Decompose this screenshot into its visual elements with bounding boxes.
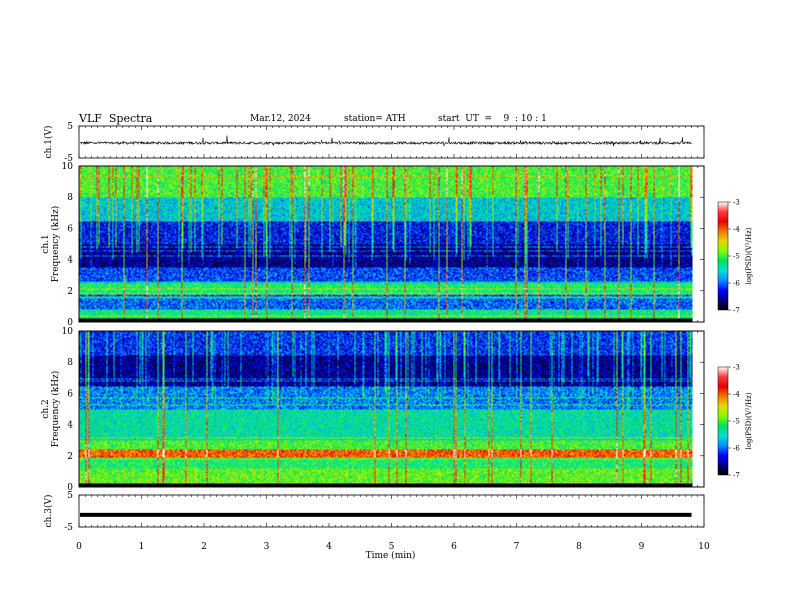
colorbar-2: -3 -4 -5 -6 -7 log(PSD)(V²/Hz)	[717, 364, 753, 480]
x-tick-label: 8	[576, 542, 582, 552]
colorbar-tick-label: -5	[733, 253, 740, 261]
colorbar-tick-label: -4	[733, 391, 740, 399]
panel-ch1-waveform: 5 -5 ch.1(V)	[43, 122, 705, 164]
y-tick-label: 2	[67, 287, 73, 297]
y-tick-label: 5	[67, 122, 73, 132]
y-tick-label: 2	[67, 452, 73, 462]
y-tick-label: 0	[67, 318, 73, 328]
y-tick-label: 10	[62, 327, 74, 337]
colorbar-tick-label: -7	[733, 472, 740, 480]
y-axis-label: ch.3(V)	[43, 495, 54, 528]
x-tick-label: 5	[389, 542, 395, 552]
y-tick-label: 8	[67, 193, 73, 203]
panel-ch3-waveform: 5 -5 ch.3(V)	[43, 491, 705, 533]
chart-title: VLF Spectra	[79, 112, 153, 125]
x-tick-label: 2	[201, 542, 207, 552]
y-axis-label: Frequency (kHz)	[50, 206, 61, 283]
start-time-label: start UT = 9 : 10 : 1	[438, 114, 547, 124]
y-axis-label: ch.1(V)	[43, 126, 54, 159]
x-tick-label: 6	[451, 542, 457, 552]
ch3-waveform-line	[80, 512, 692, 517]
colorbar-tick-label: -7	[733, 307, 740, 315]
station-label: station= ATH	[344, 114, 406, 124]
y-tick-label: 5	[67, 491, 73, 501]
colorbar-tick-label: -5	[733, 418, 740, 426]
y-tick-label: 0	[67, 483, 73, 493]
x-tick-label: 3	[264, 542, 270, 552]
colorbar-1: -3 -4 -5 -6 -7 log(PSD)(V²/Hz)	[717, 199, 753, 315]
colorbar-tick-label: -3	[733, 364, 740, 372]
y-tick-label: 8	[67, 358, 73, 368]
colorbar-tick-label: -6	[733, 280, 740, 288]
x-tick-label: 9	[639, 542, 645, 552]
colorbar-gradient	[717, 201, 729, 311]
colorbar-gradient	[717, 366, 729, 476]
colorbar-label: log(PSD)(V²/Hz)	[745, 227, 753, 284]
x-tick-label: 0	[76, 542, 82, 552]
panel-ch2-spectrogram: 0 2 4 6 8 10 ch.2 Frequency (kHz)	[41, 327, 705, 493]
panel-ch1-spectrogram: 0 2 4 6 8 10 ch.1 Frequency (kHz)	[41, 162, 705, 328]
y-tick-label: 4	[67, 421, 73, 431]
plot-frame	[78, 494, 705, 528]
y-axis-label: Frequency (kHz)	[50, 371, 61, 448]
colorbar-label: log(PSD)(V²/Hz)	[745, 392, 753, 449]
spectrogram-image	[79, 166, 693, 322]
ch1-waveform-line	[80, 135, 692, 147]
x-tick-label: 10	[698, 542, 710, 552]
y-tick-label: -5	[64, 154, 73, 164]
spectrogram-image	[79, 331, 693, 487]
x-tick-label: 7	[514, 542, 520, 552]
y-tick-label: 6	[67, 389, 73, 399]
x-tick-label: 4	[326, 542, 332, 552]
y-tick-label: 6	[67, 224, 73, 234]
x-axis-label: Time (min)	[366, 550, 416, 561]
y-axis-channel-label: ch.1	[41, 234, 51, 253]
y-tick-label: 4	[67, 256, 73, 266]
y-tick-label: -5	[64, 523, 73, 533]
colorbar-tick-label: -3	[733, 199, 740, 207]
x-tick-label: 1	[139, 542, 145, 552]
y-tick-label: 10	[62, 162, 74, 172]
date-label: Mar.12, 2024	[250, 114, 311, 124]
colorbars: -3 -4 -5 -6 -7 log(PSD)(V²/Hz) -3 -4 -5 -6 -7 log(P…	[717, 199, 753, 480]
colorbar-tick-label: -4	[733, 226, 740, 234]
time-axis: 0 1 2 3 4 5 6 7 8 9 10 Time (min)	[76, 542, 710, 561]
colorbar-tick-label: -6	[733, 445, 740, 453]
y-axis-channel-label: ch.2	[41, 399, 51, 418]
